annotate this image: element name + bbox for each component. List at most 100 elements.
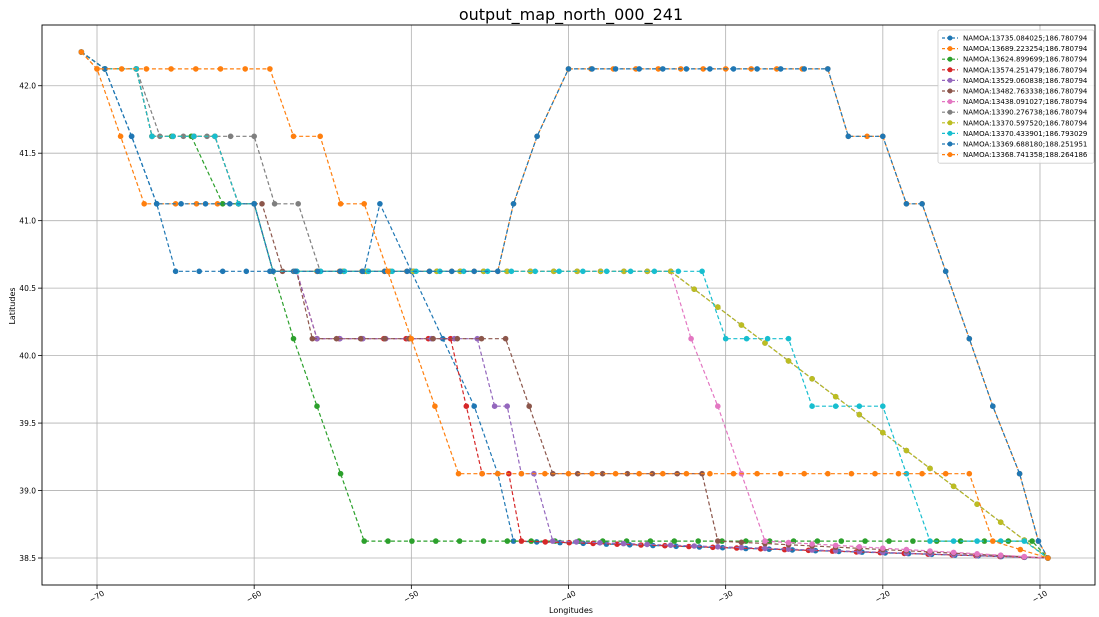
- legend-label: NAMOA:13370.597520;186.780794: [963, 119, 1088, 127]
- data-point: [942, 268, 949, 275]
- data-point: [621, 268, 627, 275]
- legend-label: NAMOA:13368.741358;188.264186: [963, 151, 1088, 159]
- data-point: [872, 470, 878, 477]
- legend-marker: [947, 56, 953, 62]
- data-point: [825, 470, 831, 477]
- data-point: [290, 335, 297, 342]
- data-point: [542, 539, 549, 545]
- data-point: [463, 403, 470, 410]
- data-point: [471, 268, 478, 275]
- data-point: [193, 66, 199, 72]
- data-point: [532, 268, 538, 275]
- legend-label: NAMOA:13482.763338;186.780794: [963, 88, 1088, 96]
- data-point: [603, 268, 610, 275]
- data-point: [314, 268, 321, 275]
- data-point: [526, 403, 532, 410]
- data-point: [172, 268, 179, 275]
- data-point: [785, 546, 792, 552]
- data-point: [662, 542, 668, 549]
- series-group: [78, 49, 1051, 561]
- data-point: [903, 447, 910, 454]
- legend-marker: [947, 141, 953, 147]
- data-point: [153, 201, 160, 207]
- data-point: [94, 66, 100, 72]
- data-point: [927, 465, 933, 472]
- data-point: [974, 551, 980, 557]
- data-point: [809, 541, 815, 547]
- data-point: [675, 268, 682, 275]
- y-tick-label: 40.5: [19, 284, 36, 293]
- y-tick-label: 41.5: [19, 149, 36, 158]
- data-point: [764, 335, 771, 342]
- y-tick-label: 42.0: [19, 82, 36, 91]
- legend-marker: [947, 88, 953, 94]
- data-point: [565, 66, 572, 72]
- data-point: [556, 268, 562, 275]
- data-point: [695, 538, 701, 544]
- data-point: [766, 538, 773, 544]
- data-point: [599, 470, 606, 477]
- data-point: [78, 49, 85, 55]
- legend-label: NAMOA:13438.091027;186.780794: [963, 98, 1088, 106]
- data-point: [903, 201, 910, 207]
- data-point: [212, 133, 218, 140]
- data-point: [295, 201, 302, 207]
- legend-entry: NAMOA:13438.091027;186.780794: [942, 98, 1088, 106]
- data-point: [178, 201, 184, 207]
- data-point: [880, 403, 886, 410]
- data-point: [614, 541, 620, 547]
- legend-label: NAMOA:13735.084025;186.780794: [963, 35, 1088, 43]
- data-point: [180, 133, 187, 140]
- data-point: [518, 538, 525, 544]
- data-point: [785, 335, 792, 342]
- data-point: [242, 66, 248, 72]
- legend-marker: [947, 35, 953, 41]
- data-point: [455, 470, 462, 477]
- data-point: [762, 340, 768, 346]
- data-point: [471, 403, 478, 410]
- data-point: [710, 544, 716, 551]
- legend-entry: NAMOA:13689.223254;186.780794: [942, 45, 1088, 53]
- data-point: [456, 538, 463, 544]
- legend-label: NAMOA:13369.688180;188.251951: [963, 141, 1087, 149]
- data-point: [404, 268, 410, 275]
- data-point: [942, 470, 949, 477]
- data-point: [864, 133, 870, 140]
- data-point: [251, 201, 257, 207]
- data-point: [510, 201, 517, 207]
- data-point: [357, 335, 364, 342]
- data-point: [454, 335, 461, 342]
- data-point: [919, 201, 925, 207]
- data-point: [730, 66, 737, 72]
- data-point: [337, 201, 344, 207]
- legend-label: NAMOA:13529.060838;186.780794: [963, 77, 1088, 85]
- data-point: [651, 268, 658, 275]
- data-point: [508, 268, 515, 275]
- data-point: [974, 501, 980, 508]
- data-point: [919, 470, 925, 477]
- data-point: [762, 538, 768, 544]
- data-point: [785, 358, 792, 364]
- legend-entry: NAMOA:13390.276738;186.780794: [942, 109, 1088, 117]
- data-point: [480, 538, 487, 544]
- y-axis-label: Latitudes: [8, 287, 17, 324]
- data-point: [141, 201, 147, 207]
- data-point: [337, 470, 344, 477]
- data-point: [566, 539, 572, 546]
- legend-marker: [947, 152, 953, 158]
- data-point: [707, 66, 713, 72]
- legend-marker: [947, 46, 953, 52]
- data-point: [636, 470, 642, 477]
- data-point: [460, 268, 467, 275]
- data-point: [950, 549, 957, 556]
- legend-entry: NAMOA:13369.688180;188.251951: [942, 141, 1087, 149]
- y-tick-label: 38.5: [19, 554, 36, 563]
- data-point: [801, 470, 807, 477]
- data-point: [243, 268, 250, 275]
- data-point: [589, 66, 595, 72]
- data-point: [193, 201, 200, 207]
- data-point: [117, 133, 124, 140]
- data-point: [590, 540, 596, 547]
- data-point: [502, 335, 509, 342]
